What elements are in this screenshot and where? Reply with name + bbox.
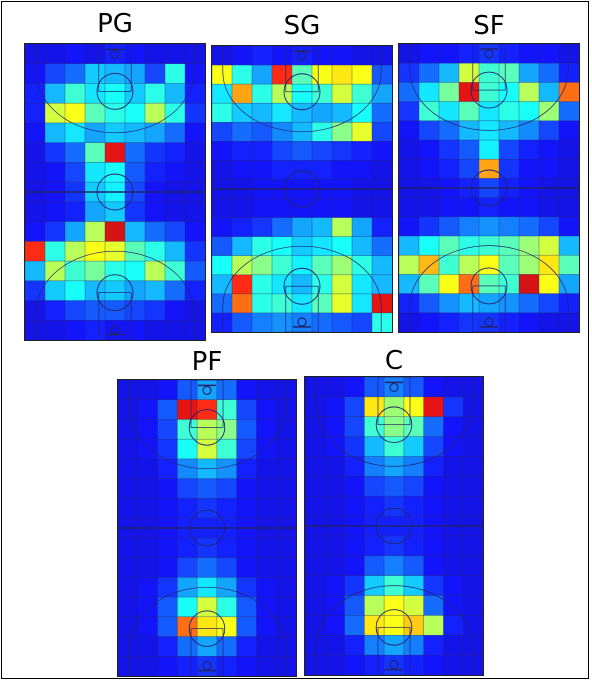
court-overlay	[399, 44, 579, 332]
panel-border-sg	[211, 45, 393, 333]
court-overlay	[118, 380, 296, 676]
panel-wash	[118, 380, 296, 676]
court-overlay	[212, 46, 392, 332]
panel-wash	[212, 46, 392, 332]
heatmap-c	[305, 377, 483, 675]
heatmap-sf	[399, 44, 579, 332]
heat-cell	[462, 654, 483, 675]
panel-border-c	[304, 376, 484, 676]
panel-title-sg: SG	[283, 11, 321, 41]
panel-title-sf: SF	[473, 11, 505, 41]
heatmap-pg	[25, 44, 205, 340]
court-overlay	[25, 44, 205, 340]
panel-title-pg: PG	[97, 9, 133, 39]
heat-cell	[184, 319, 205, 340]
panel-border-pf	[117, 379, 297, 677]
court-overlay	[305, 377, 483, 675]
panel-title-c: C	[384, 346, 404, 376]
panel-title-pf: PF	[191, 347, 223, 377]
heatmap-svg-sg	[212, 46, 392, 332]
heatmap-sg	[212, 46, 392, 332]
panel-border-pg	[24, 43, 206, 341]
heatmap-svg-pf	[118, 380, 296, 676]
panel-wash	[399, 44, 579, 332]
heat-cell	[558, 312, 579, 332]
heat-cell	[371, 312, 392, 332]
heat-cell	[275, 655, 296, 676]
heatmap-svg-sf	[399, 44, 579, 332]
heatmap-svg-pg	[25, 44, 205, 340]
panel-border-sf	[398, 43, 580, 333]
heatmap-pf	[118, 380, 296, 676]
panel-wash	[25, 44, 205, 340]
heatmap-svg-c	[305, 377, 483, 675]
panel-wash	[305, 377, 483, 675]
